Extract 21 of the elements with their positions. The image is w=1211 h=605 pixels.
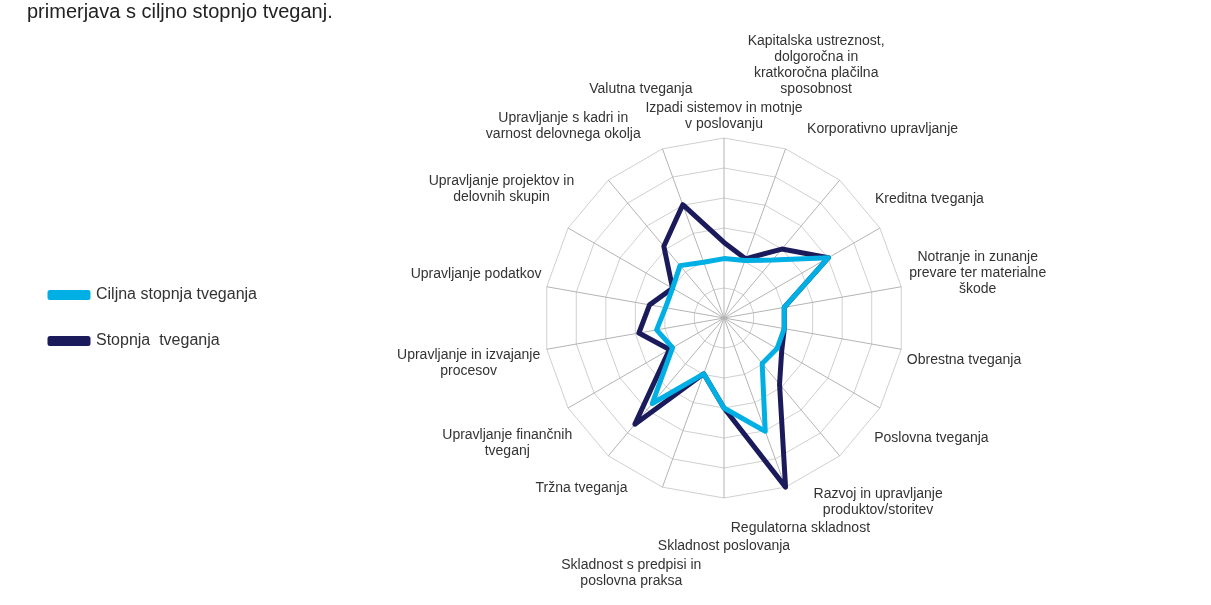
spoke-label: Upravljanje podatkov	[410, 265, 542, 282]
spoke-label: Upravljanje in izvajanje procesov	[397, 345, 541, 378]
spoke-label: Kapitalska ustreznost, dolgoročna in kratkoročna plačilna sposobnost	[747, 31, 885, 96]
legend-label: Ciljna stopnja tveganja	[96, 285, 258, 303]
legend-label: Stopnja tveganja	[96, 331, 220, 349]
spoke-label: Notranje in zunanje prevare ter materialne škode	[909, 248, 1047, 297]
spoke-label: Poslovna tveganja	[874, 428, 989, 445]
spoke-label: Obrestna tveganja	[906, 351, 1022, 368]
spoke-label: Kreditna tveganja	[874, 190, 985, 207]
spoke-label: Razvoj in upravljanje produktov/storitev	[813, 484, 943, 517]
spoke-label: Skladnost s predpisi in poslovna praksa	[561, 555, 702, 588]
chart-title: primerjava s ciljno stopnjo tveganj.	[27, 0, 333, 23]
spoke-label: Skladnost poslovanja	[657, 536, 791, 553]
spoke-label: Upravljanje projektov in delovnih skupin	[428, 172, 575, 205]
spoke-label: Izpadi sistemov in motnje v poslovanju	[645, 98, 803, 131]
spoke-label: Upravljanje finančnih tveganj	[442, 426, 573, 458]
spoke-label: Upravljanje s kadri in varnost delovnega okolja	[485, 109, 641, 142]
spoke-label: Regulatorna skladnost	[730, 518, 871, 535]
spoke-label: Korporativno upravljanje	[807, 119, 959, 136]
spoke-label: Tržna tveganja	[535, 478, 628, 495]
spoke-label: Valutna tveganja	[589, 80, 693, 97]
